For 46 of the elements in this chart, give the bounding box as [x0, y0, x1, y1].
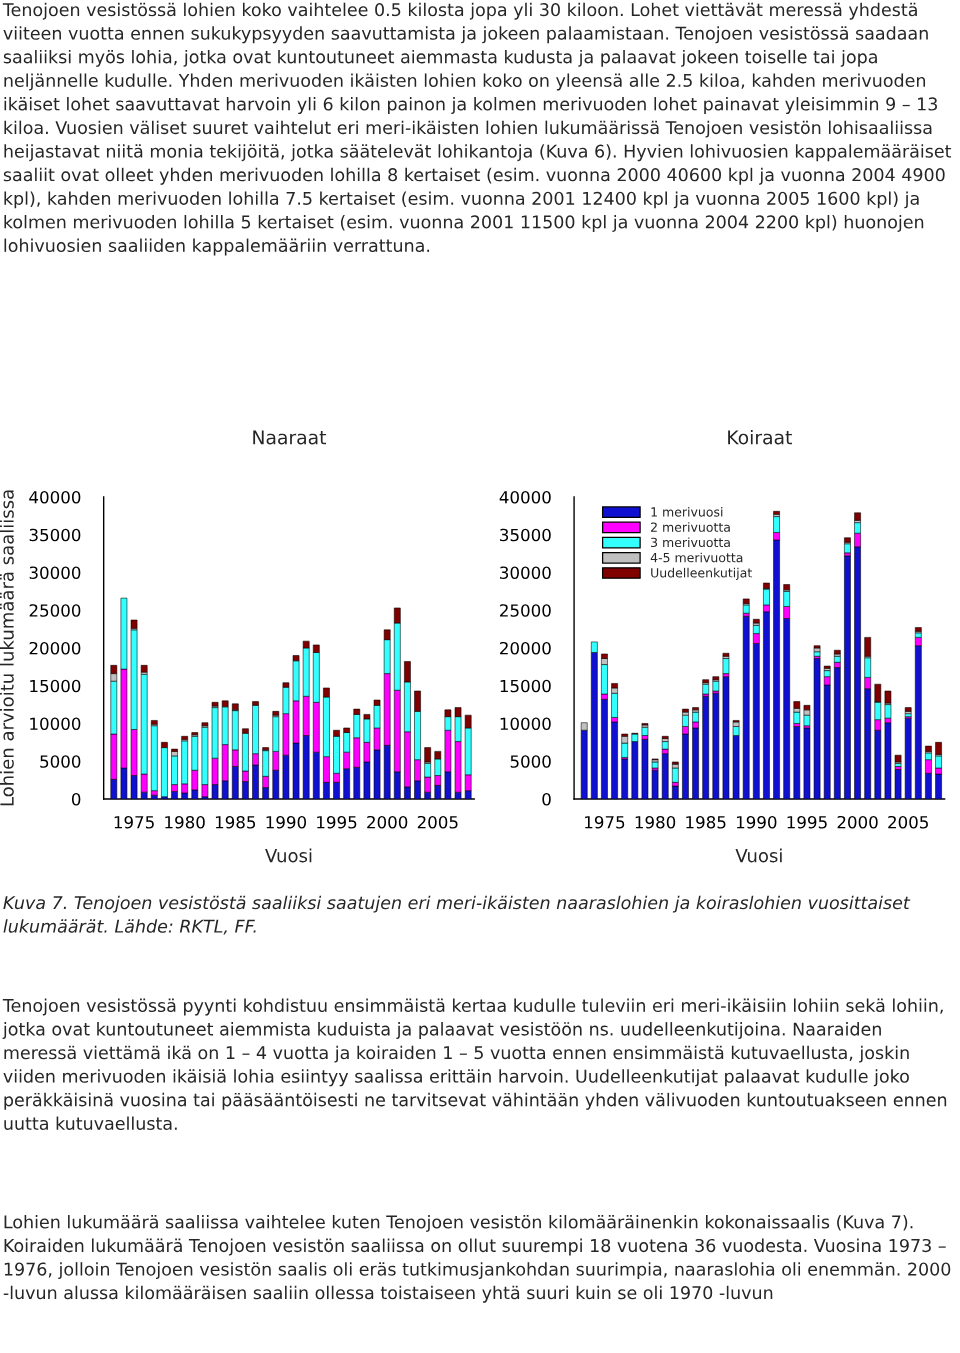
x-tick-label: 1980 — [165, 815, 205, 829]
x-tick-label: 1990 — [266, 815, 307, 829]
y-tick-label: 20000 — [29, 641, 81, 655]
chart-title: Koiraat — [728, 429, 792, 445]
x-tick-label: 1990 — [736, 815, 777, 829]
y-axis-title: Lohien arvioitu lukumäärä saaliissa — [0, 490, 14, 806]
y-tick-label: 0 — [71, 792, 81, 806]
y-tick-label: 10000 — [30, 717, 81, 731]
y-tick-label: 15000 — [30, 679, 81, 693]
text: Tenojoen vesistössä lohien koko vaihtelee 0.5 kilosta jopa yli 30 kiloon. Lohet viettävät meressä yhdestä viiteen vuotta ennen sukukypsyyden saavuttamista ja jokeen palaamistaan. Tenojoen vesistössä saadaan saaliiksi myös lohia, jotka ovat kuntoutuneet aiemmasta kudusta ja palaavat jokeen toiselle tai jopa neljännelle kudulle. Yhden merivuoden ikäisten lohien koko on yleensä alle 2.5 kiloa, kahden merivuoden ikäiset lohet saavuttavat harvoin yli 6 kilon painon ja kolmen merivuoden lohet painavat yleisimmin 9 – 13 kiloa. Vuosien väliset suuret vaihtelut eri meri-ikäisten lohien lukumäärissä Tenojoen vesistön lohisaaliissa heijastavat niitä monia tekijöitä, jotka säätelevät lohikantoja (Kuva 6). Hyvien lohivuosien kappalemääräiset saaliit ovat olleet yhden merivuoden lohilla 8 kertaiset (esim. vuonna 2000 40600 kpl ja vuonna 2004 4900 kpl), kahden merivuoden lohilla 7.5 kertaiset (esim. vuonna 2001 12400 kpl ja vuonna 2005 1600 kpl) ja kolmen merivuoden lohilla 5 kertaiset (esim. vuonna 2001 11500 kpl ja vuonna 2004 2200 kpl) huonojen lohivuosien saaliiden kappalemääriin verrattuna. — [2, 2, 952, 256]
legend-label: 1 merivuosi — [651, 506, 723, 517]
x-tick-label: 1975 — [585, 815, 625, 829]
y-tick-label: 20000 — [500, 641, 551, 655]
x-axis-title: Vuosi — [265, 848, 312, 863]
x-tick-label: 1985 — [215, 815, 256, 829]
y-tick-label: 35000 — [29, 528, 81, 542]
x-tick-label: 1995 — [317, 815, 357, 829]
x-tick-label: 2000 — [367, 815, 408, 829]
x-tick-label: 1995 — [787, 815, 827, 829]
text: Kuva 7. Tenojoen vesistöstä saaliiksi saatujen eri meri-ikäisten naaraslohien ja koiraslohien vuosittaiset lukumäärät. Lähde: RKTL, FF. — [3, 895, 911, 935]
y-tick-label: 35000 — [500, 528, 551, 542]
x-tick-label: 1980 — [635, 815, 676, 829]
y-tick-label: 40000 — [29, 490, 81, 504]
x-tick-label: 2000 — [837, 815, 878, 829]
y-tick-label: 30000 — [29, 566, 81, 580]
x-tick-label: 2005 — [888, 815, 928, 829]
y-tick-label: 5000 — [510, 755, 551, 768]
text: Tenojoen vesistössä pyynti kohdistuu ensimmäistä kertaa kudulle tuleviin eri meri-ikäisiin lohiin sekä lohiin, jotka ovat kuntoutuneet aiemmista kuduista ja palaavat vesistöön ns. uudelleenkutijoina. Naaraiden meressä viettämä ikä on 1 – 4 vuotta ja koiraiden 1 – 5 vuotta ennen ensimmäistä kutuvaellusta, joskin viiden merivuoden ikäisiä lohia esiintyy saalissa erittäin harvoin. Uudelleenkutijat palaavat kudulle joko peräkkäisinä vuosina tai pääsääntöisesti ne tarvitsevat vähintään yhden välivuoden kuntoutuakseen ennen uutta kutuvaellusta. — [2, 998, 947, 1130]
y-tick-label: 25000 — [500, 604, 551, 617]
legend-label: 2 merivuotta — [651, 522, 730, 532]
legend-label: 4-5 merivuotta — [650, 552, 743, 563]
x-tick-label: 1985 — [686, 815, 726, 829]
legend-label: Uudelleenkutijat — [651, 567, 752, 580]
x-axis-title: Vuosi — [735, 848, 782, 863]
y-tick-label: 10000 — [500, 717, 551, 731]
y-tick-label: 5000 — [40, 755, 81, 768]
y-tick-label: 30000 — [500, 566, 551, 580]
chart-title: Naaraat — [253, 430, 327, 445]
x-tick-label: 1975 — [114, 815, 154, 829]
y-tick-label: 25000 — [29, 604, 81, 617]
x-tick-label: 2005 — [417, 815, 458, 829]
y-tick-label: 0 — [542, 792, 551, 806]
y-tick-label: 40000 — [499, 490, 551, 504]
text: Lohien lukumäärä saaliissa vaihtelee kuten Tenojoen vesistön kilomääräinenkin kokonaissaalis (Kuva 7). Koiraiden lukumäärä Tenojoen vesistön saaliissa on ollut suurempi 18 vuotena 36 vuodesta. Vuosina 1973 – 1976, jolloin Tenojoen vesistön saalis oli eräs tutkimusjankohdan suurimpia, naaraslohia oli enemmän. 2000 -luvun alussa kilomääräisen saaliin ollessa toistaiseen yhtä suuri kuin se oli 1970 -luvun — [3, 1214, 951, 1303]
y-tick-label: 15000 — [500, 679, 551, 693]
legend-label: 3 merivuotta — [651, 537, 730, 548]
